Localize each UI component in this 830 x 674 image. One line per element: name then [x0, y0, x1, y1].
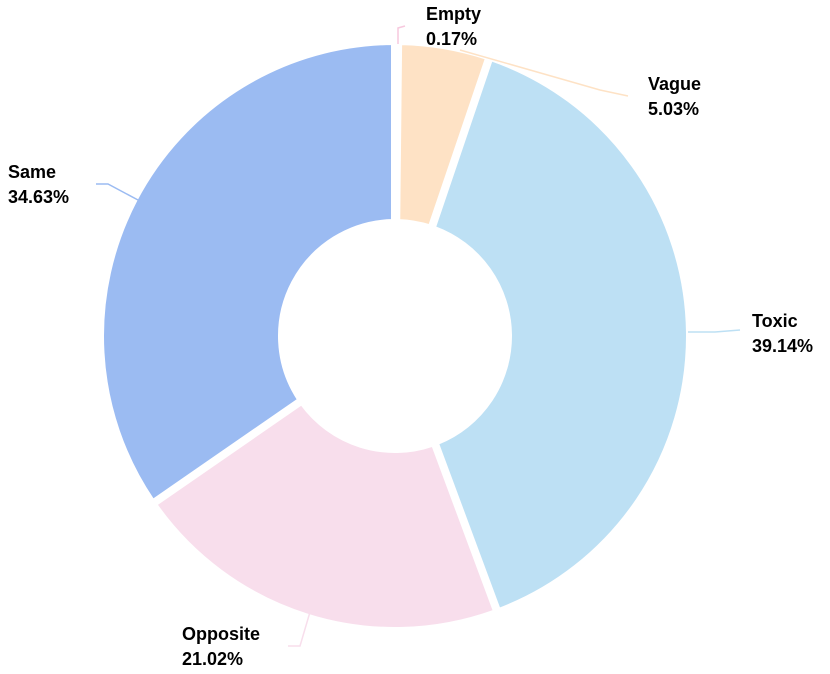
slice-vague	[398, 43, 487, 227]
slice-empty	[394, 43, 399, 222]
slice-toxic	[434, 59, 688, 610]
slice-label-opposite: Opposite	[182, 624, 260, 644]
slice-value-empty: 0.17%	[426, 29, 477, 49]
slice-same	[102, 43, 393, 501]
slice-opposite	[155, 403, 495, 629]
leader-line-vague	[459, 49, 629, 97]
leader-line-same	[96, 183, 139, 201]
slice-label-toxic: Toxic	[752, 311, 798, 331]
slice-label-same: Same	[8, 162, 56, 182]
slice-label-vague: Vague	[648, 74, 701, 94]
slice-value-same: 34.63%	[8, 187, 69, 207]
donut-slices	[102, 43, 688, 629]
leader-line-toxic	[688, 329, 741, 333]
leader-line-empty	[397, 25, 406, 44]
slice-labels: Empty 0.17% Vague 5.03% Toxic 39.14% Opposite 2…	[8, 4, 813, 669]
slice-value-vague: 5.03%	[648, 99, 699, 119]
slice-value-toxic: 39.14%	[752, 336, 813, 356]
slice-value-opposite: 21.02%	[182, 649, 243, 669]
leader-lines	[96, 25, 741, 647]
slice-label-empty: Empty	[426, 4, 481, 24]
leader-line-opposite	[288, 611, 311, 647]
